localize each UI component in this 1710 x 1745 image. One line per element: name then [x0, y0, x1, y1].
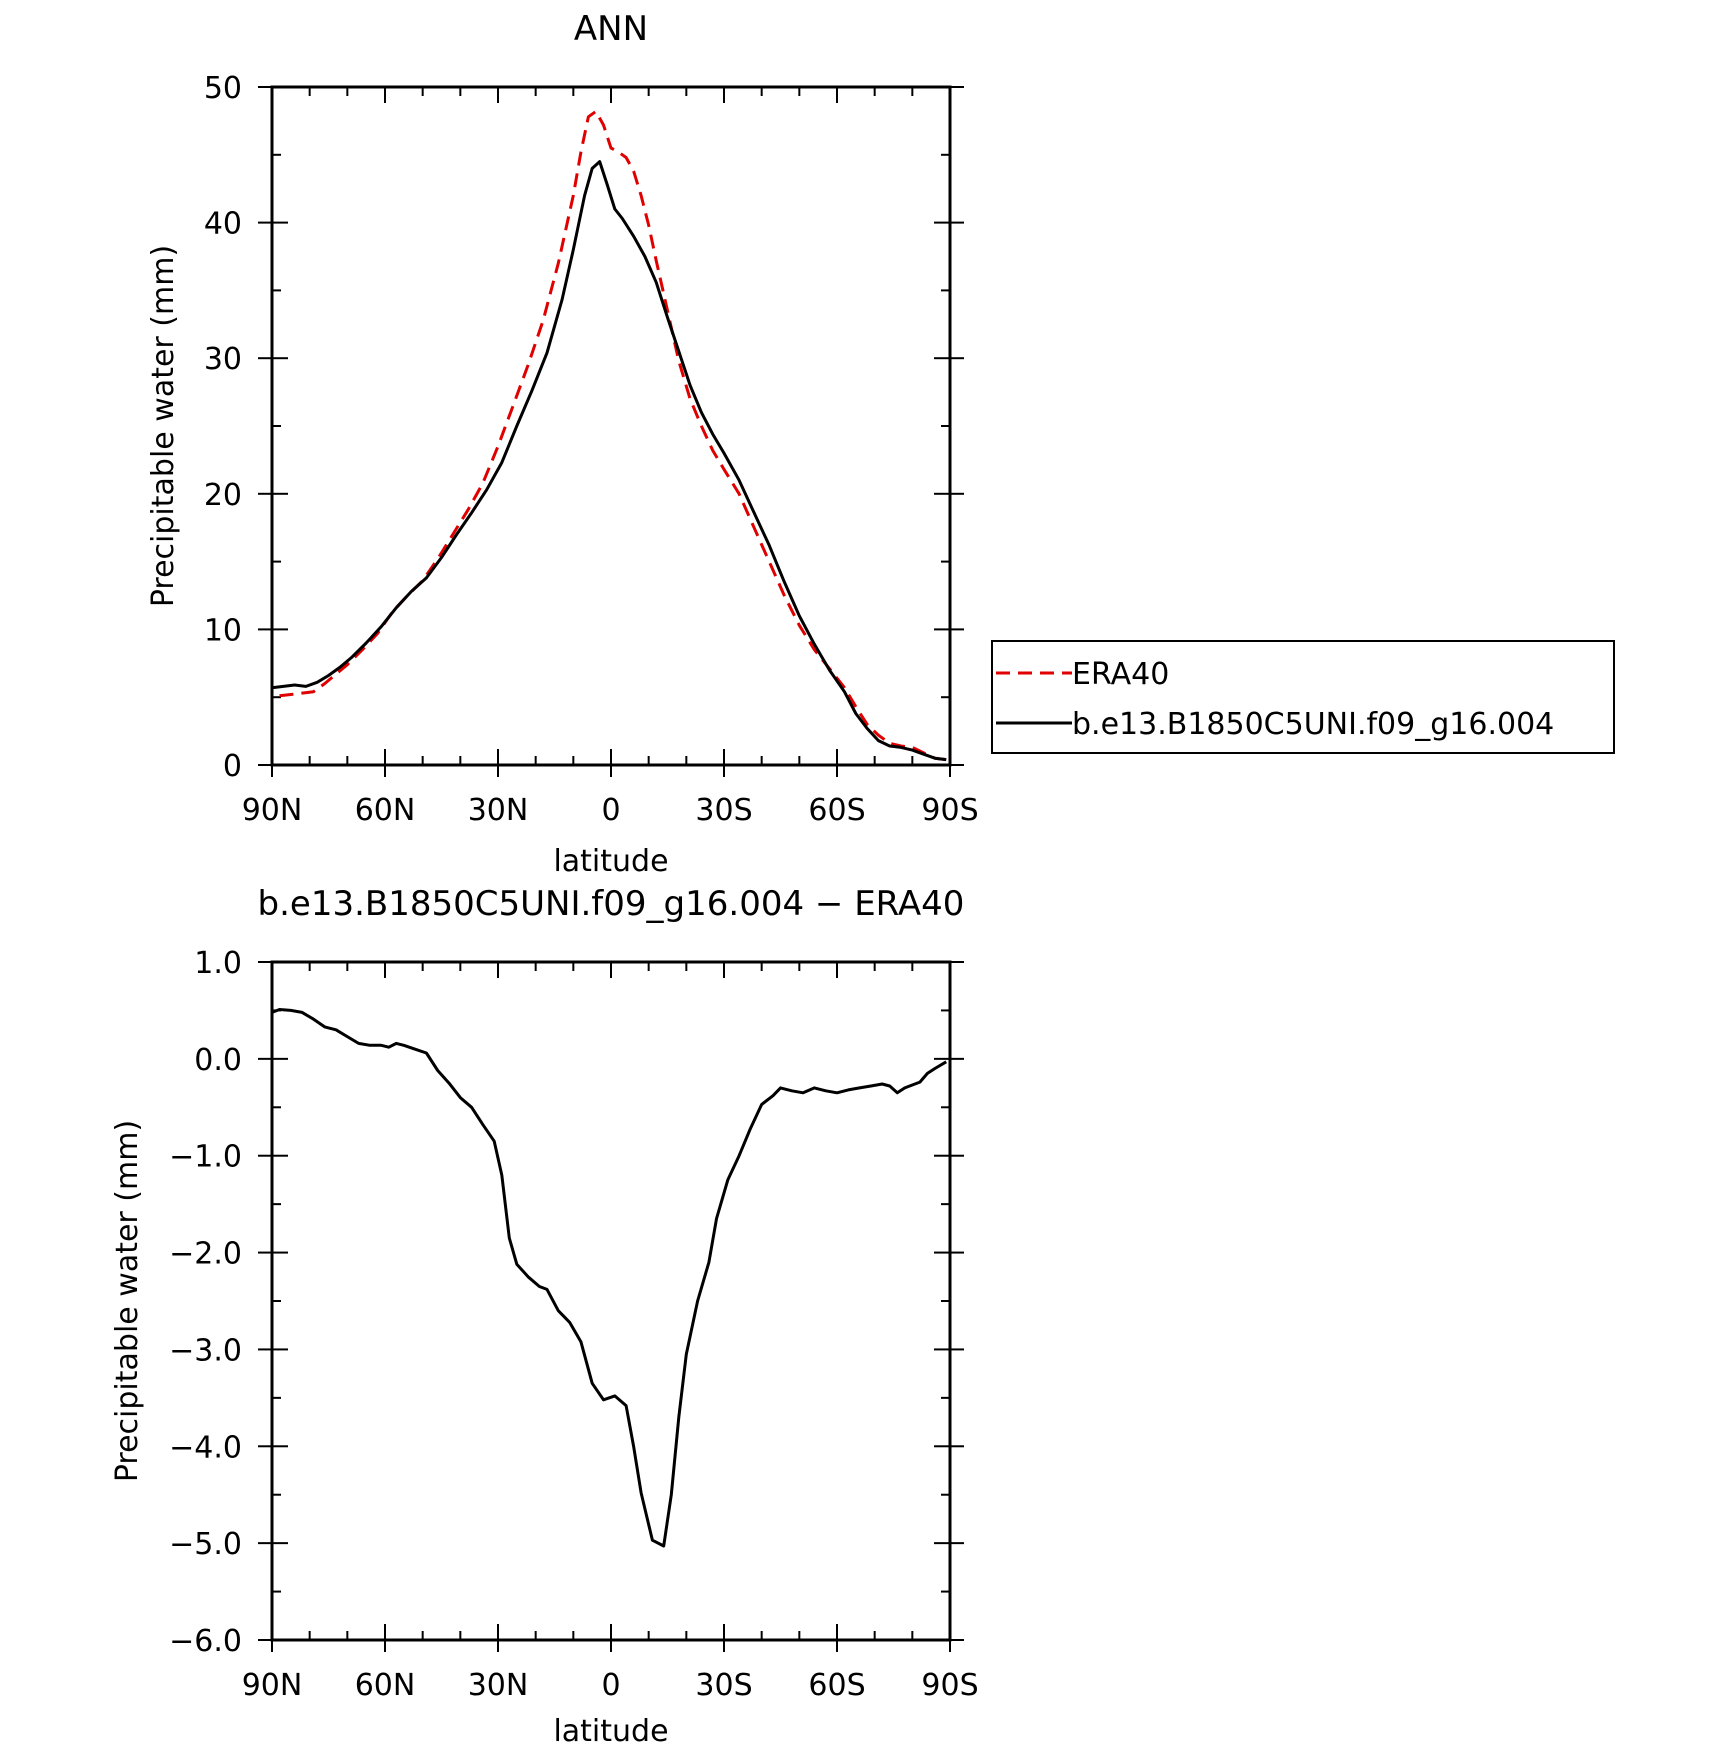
top-y-tick-label: 40 [204, 207, 242, 242]
bottom-chart-title: b.e13.B1850C5UNI.f09_g16.004 − ERA40 [258, 884, 965, 924]
bottom-x-axis-label: latitude [553, 1714, 668, 1745]
bottom-tick-labels: 90N 60N 30N 0 30S 60S 90S 1.0 0.0 −1.0 −2.0 −3.0 −4.… [169, 946, 978, 1703]
top-x-tick-label: 90S [921, 793, 978, 828]
top-y-tick-label: 50 [204, 71, 242, 106]
legend: ERA40 b.e13.B1850C5UNI.f09_g16.004 [991, 640, 1615, 754]
bottom-x-tick-label: 30N [468, 1668, 529, 1703]
bottom-y-tick-label: −1.0 [169, 1140, 242, 1175]
top-series-group [271, 109, 947, 762]
bottom-y-tick-label: −4.0 [169, 1430, 242, 1465]
bottom-panel: b.e13.B1850C5UNI.f09_g16.004 − ERA40 90N… [110, 884, 979, 1745]
top-chart-title: ANN [574, 9, 648, 49]
top-ticks [258, 86, 964, 777]
bottom-x-tick-label: 90N [242, 1668, 303, 1703]
bottom-y-tick-label: −6.0 [169, 1624, 242, 1659]
top-series-line-1 [271, 160, 947, 762]
top-y-axis-label: Precipitable water (mm) [146, 245, 181, 607]
legend-label-era40: ERA40 [1072, 657, 1169, 692]
bottom-y-tick-label: 1.0 [194, 946, 242, 981]
top-x-tick-label: 60N [355, 793, 416, 828]
bottom-y-tick-label: −2.0 [169, 1237, 242, 1272]
legend-box [991, 640, 1615, 754]
bottom-x-tick-label: 60N [355, 1668, 416, 1703]
bottom-series-group [271, 1008, 947, 1548]
top-y-tick-label: 10 [204, 613, 242, 648]
top-x-tick-label: 60S [808, 793, 865, 828]
bottom-y-tick-label: −5.0 [169, 1527, 242, 1562]
top-tick-labels: 90N 60N 30N 0 30S 60S 90S 0 10 20 30 40 50 [204, 71, 979, 828]
bottom-x-tick-label: 30S [695, 1668, 752, 1703]
bottom-ticks [258, 961, 964, 1652]
top-series-line-0 [279, 109, 947, 762]
top-plot-frame [270, 85, 952, 767]
bottom-x-tick-label: 90S [921, 1668, 978, 1703]
bottom-y-axis-label: Precipitable water (mm) [110, 1120, 145, 1482]
bottom-series-line-0 [271, 1008, 947, 1548]
top-x-tick-label: 30S [695, 793, 752, 828]
top-y-tick-label: 20 [204, 478, 242, 513]
bottom-y-tick-label: 0.0 [194, 1043, 242, 1078]
top-y-tick-label: 0 [223, 749, 242, 784]
top-x-tick-label: 30N [468, 793, 529, 828]
top-x-axis-label: latitude [553, 844, 668, 879]
top-y-tick-label: 30 [204, 342, 242, 377]
top-panel: ANN 90N 60N 30N 0 30S 60S 90S 0 10 20 30 40 50 latit… [146, 9, 1615, 879]
bottom-x-tick-label: 0 [601, 1668, 620, 1703]
top-x-tick-label: 0 [601, 793, 620, 828]
legend-label-model: b.e13.B1850C5UNI.f09_g16.004 [1072, 707, 1554, 742]
top-x-tick-label: 90N [242, 793, 303, 828]
bottom-y-tick-label: −3.0 [169, 1333, 242, 1368]
bottom-x-tick-label: 60S [808, 1668, 865, 1703]
bottom-plot-frame [270, 960, 952, 1642]
